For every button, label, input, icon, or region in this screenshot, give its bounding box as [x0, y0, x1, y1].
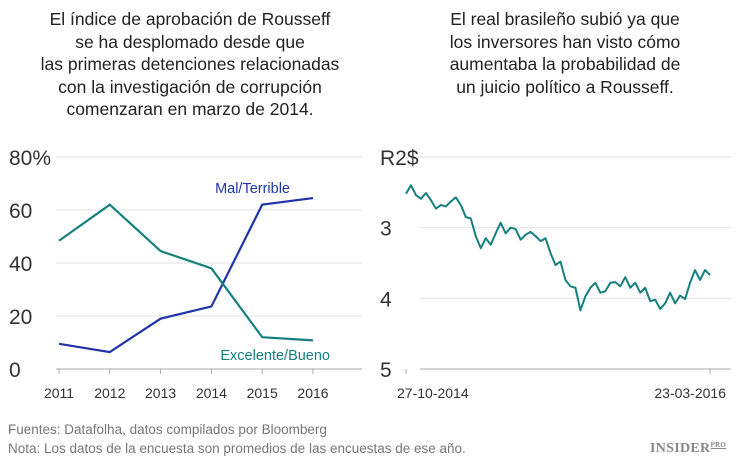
- x-tick-label: 2013: [145, 385, 176, 401]
- y-tick-label: 3: [380, 218, 392, 241]
- series-line-mal-terrible: [58, 196, 314, 354]
- y-tick-label: 20: [9, 306, 32, 329]
- y-tick-label: 4: [380, 288, 392, 311]
- sources-note: Fuentes: Datafolha, datos compilados por…: [8, 422, 327, 437]
- x-tick-label: 27-10-2014: [397, 385, 469, 401]
- title-line: los inversores han visto cómo: [449, 31, 681, 52]
- x-tick-label: 2015: [247, 385, 278, 401]
- title-line: El real brasileño subió ya que: [450, 9, 680, 29]
- y-tick-label: 0: [9, 359, 21, 382]
- x-tick-label: 2014: [196, 385, 227, 401]
- title-line: comenzaran en marzo de 2014.: [66, 99, 314, 119]
- legend-excelente-bueno: Excelente/Bueno: [220, 348, 330, 364]
- logo-sub: PRO: [710, 441, 727, 449]
- title-line: las primeras detenciones relacionadas: [40, 54, 340, 74]
- y-tick-label: R2$: [380, 147, 419, 170]
- y-tick-label: 40: [9, 253, 32, 276]
- legend-mal-terrible: Mal/Terrible: [215, 181, 290, 197]
- series-line-brl: [405, 184, 711, 312]
- right-chart-title: El real brasileño subió ya que los inver…: [380, 8, 750, 98]
- y-tick-label: 80%: [9, 147, 51, 170]
- title-line: un juicio político a Rousseff.: [456, 76, 674, 97]
- y-tick-label: 5: [380, 359, 392, 382]
- survey-note: Nota: Los datos de la encuesta son prome…: [8, 441, 466, 456]
- title-line: con la investigación de corrupción: [58, 76, 322, 97]
- title-line: aumentaba la probabilidad de: [449, 54, 681, 74]
- x-tick-label: 2012: [94, 385, 125, 401]
- x-tick-label: 23-03-2016: [654, 385, 726, 401]
- insider-pro-logo: INSIDERPRO: [650, 441, 726, 457]
- title-line: El índice de aprobación de Rousseff: [49, 9, 331, 29]
- logo-main: INSIDER: [650, 441, 711, 456]
- x-tick-label: 2011: [44, 385, 74, 401]
- series-line-excelente-bueno: [58, 203, 314, 342]
- left-chart-title: El índice de aprobación de Rousseff se h…: [0, 8, 380, 121]
- y-tick-label: 60: [9, 200, 32, 223]
- x-tick-label: 2016: [297, 385, 328, 401]
- title-line: se ha desplomado desde que: [75, 31, 305, 52]
